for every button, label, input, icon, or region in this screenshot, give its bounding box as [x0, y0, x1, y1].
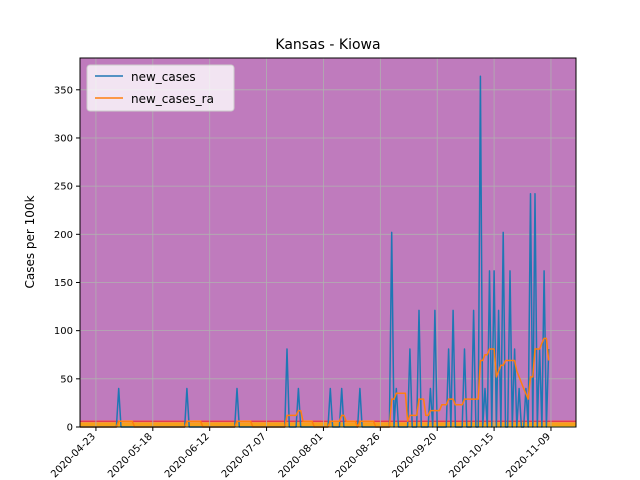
legend: new_cases new_cases_ra [86, 64, 235, 112]
y-tick-label: 250 [54, 182, 73, 193]
series-line-new-cases [80, 75, 550, 428]
y-tick-label: 50 [60, 374, 73, 385]
y-tick-label: 150 [54, 278, 73, 289]
plot-frame [79, 57, 577, 428]
chart-title: Kansas - Kiowa [275, 37, 380, 53]
y-axis: 0 50 100 150 200 250 300 350 [54, 85, 80, 434]
series-line-new-cases-ra [80, 337, 550, 428]
y-tick-label: 350 [54, 85, 73, 96]
y-tick-label: 100 [54, 326, 73, 337]
y-axis-label: Cases per 100k [23, 195, 37, 288]
y-tick-label: 0 [67, 423, 73, 434]
legend-label-new-cases: new_cases [131, 70, 196, 84]
y-tick-label: 200 [54, 230, 73, 241]
legend-label-new-cases-ra: new_cases_ra [131, 92, 214, 106]
series-layer [80, 75, 550, 428]
legend-box [86, 64, 235, 112]
y-tick-label: 300 [54, 133, 73, 144]
